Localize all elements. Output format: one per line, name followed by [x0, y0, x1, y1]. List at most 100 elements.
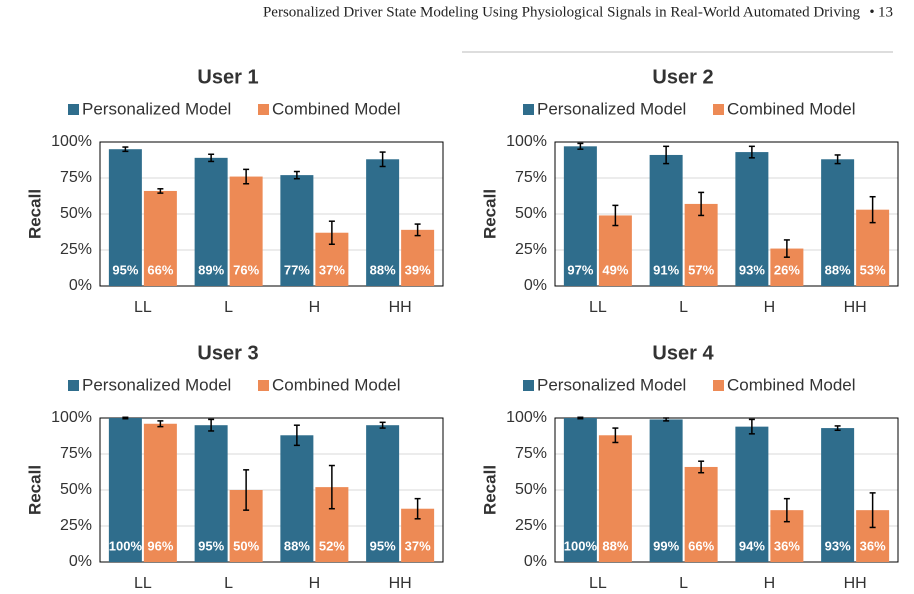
data-label: 66%: [688, 538, 714, 553]
bar: [366, 159, 400, 286]
data-label: 93%: [825, 538, 851, 553]
bar: [194, 425, 228, 562]
data-label: 77%: [284, 262, 310, 277]
legend-swatch: [713, 104, 724, 115]
data-label: 37%: [405, 538, 431, 553]
data-label: 94%: [739, 538, 765, 553]
y-axis-label: Recall: [480, 465, 499, 515]
page-number: 13: [878, 4, 893, 20]
bar: [366, 425, 400, 562]
legend-swatch: [68, 104, 79, 115]
legend-label: Combined Model: [272, 375, 401, 394]
bar: [563, 146, 597, 286]
data-label: 100%: [109, 538, 143, 553]
chart-title: User 1: [197, 66, 258, 88]
y-tick-label: 50%: [60, 481, 92, 498]
y-tick-label: 0%: [69, 277, 92, 294]
chart-title: User 2: [652, 66, 713, 88]
bar: [143, 190, 177, 286]
x-tick-label: LL: [589, 575, 607, 592]
data-label: 91%: [653, 262, 679, 277]
x-tick-label: L: [679, 575, 688, 592]
data-label: 36%: [860, 538, 886, 553]
bar: [563, 418, 597, 562]
data-label: 88%: [370, 262, 396, 277]
data-label: 88%: [825, 262, 851, 277]
x-tick-label: HH: [844, 299, 867, 316]
y-tick-label: 25%: [60, 517, 92, 534]
data-label: 39%: [405, 262, 431, 277]
data-label: 88%: [284, 538, 310, 553]
x-tick-label: H: [764, 575, 776, 592]
running-title: Personalized Driver State Modeling Using…: [263, 4, 861, 20]
data-label: 53%: [860, 262, 886, 277]
data-label: 36%: [774, 538, 800, 553]
bar: [108, 418, 142, 562]
bar: [821, 159, 855, 286]
y-tick-label: 50%: [515, 205, 547, 222]
bar: [684, 466, 718, 562]
bar: [598, 215, 632, 286]
x-tick-label: HH: [844, 575, 867, 592]
bar: [194, 157, 228, 286]
data-label: 26%: [774, 262, 800, 277]
data-label: 99%: [653, 538, 679, 553]
data-label: 66%: [147, 262, 173, 277]
x-tick-label: L: [224, 299, 233, 316]
plot-frame: [554, 417, 899, 563]
bar: [598, 435, 632, 562]
bar: [649, 154, 683, 286]
x-tick-label: HH: [389, 575, 412, 592]
data-label: 49%: [602, 262, 628, 277]
data-label: 96%: [147, 538, 173, 553]
y-axis-label: Recall: [480, 189, 499, 239]
y-axis-label: Recall: [25, 189, 44, 239]
data-label: 95%: [112, 262, 138, 277]
plot-frame: [99, 417, 444, 563]
data-label: 52%: [319, 538, 345, 553]
x-tick-label: LL: [134, 299, 152, 316]
y-tick-label: 100%: [51, 133, 92, 150]
y-tick-label: 25%: [515, 517, 547, 534]
plot-frame: [554, 141, 899, 287]
y-tick-label: 100%: [506, 133, 547, 150]
y-tick-label: 25%: [515, 241, 547, 258]
bar: [108, 149, 142, 286]
legend-swatch: [713, 380, 724, 391]
bar: [821, 428, 855, 562]
x-tick-label: H: [764, 299, 776, 316]
x-tick-label: L: [679, 299, 688, 316]
y-tick-label: 0%: [524, 277, 547, 294]
x-tick-label: HH: [389, 299, 412, 316]
y-axis-label: Recall: [25, 465, 44, 515]
data-label: 76%: [233, 262, 259, 277]
y-tick-label: 75%: [60, 445, 92, 462]
y-tick-label: 75%: [60, 169, 92, 186]
y-tick-label: 25%: [60, 241, 92, 258]
legend-label: Personalized Model: [82, 375, 231, 394]
data-label: 93%: [739, 262, 765, 277]
plot-frame: [99, 141, 444, 287]
y-tick-label: 75%: [515, 445, 547, 462]
bar: [280, 435, 314, 562]
data-label: 95%: [370, 538, 396, 553]
bar: [735, 426, 769, 562]
chart-title: User 4: [652, 342, 714, 364]
data-label: 88%: [602, 538, 628, 553]
y-tick-label: 0%: [69, 553, 92, 570]
data-label: 89%: [198, 262, 224, 277]
y-tick-label: 100%: [51, 409, 92, 426]
legend-swatch: [68, 380, 79, 391]
x-tick-label: L: [224, 575, 233, 592]
y-tick-label: 0%: [524, 553, 547, 570]
x-tick-label: LL: [589, 299, 607, 316]
legend-swatch: [523, 104, 534, 115]
bar: [735, 152, 769, 286]
legend-label: Personalized Model: [537, 99, 686, 118]
y-tick-label: 50%: [515, 481, 547, 498]
bar: [401, 229, 435, 286]
x-tick-label: H: [309, 299, 321, 316]
bar: [280, 175, 314, 286]
legend-label: Combined Model: [727, 99, 856, 118]
